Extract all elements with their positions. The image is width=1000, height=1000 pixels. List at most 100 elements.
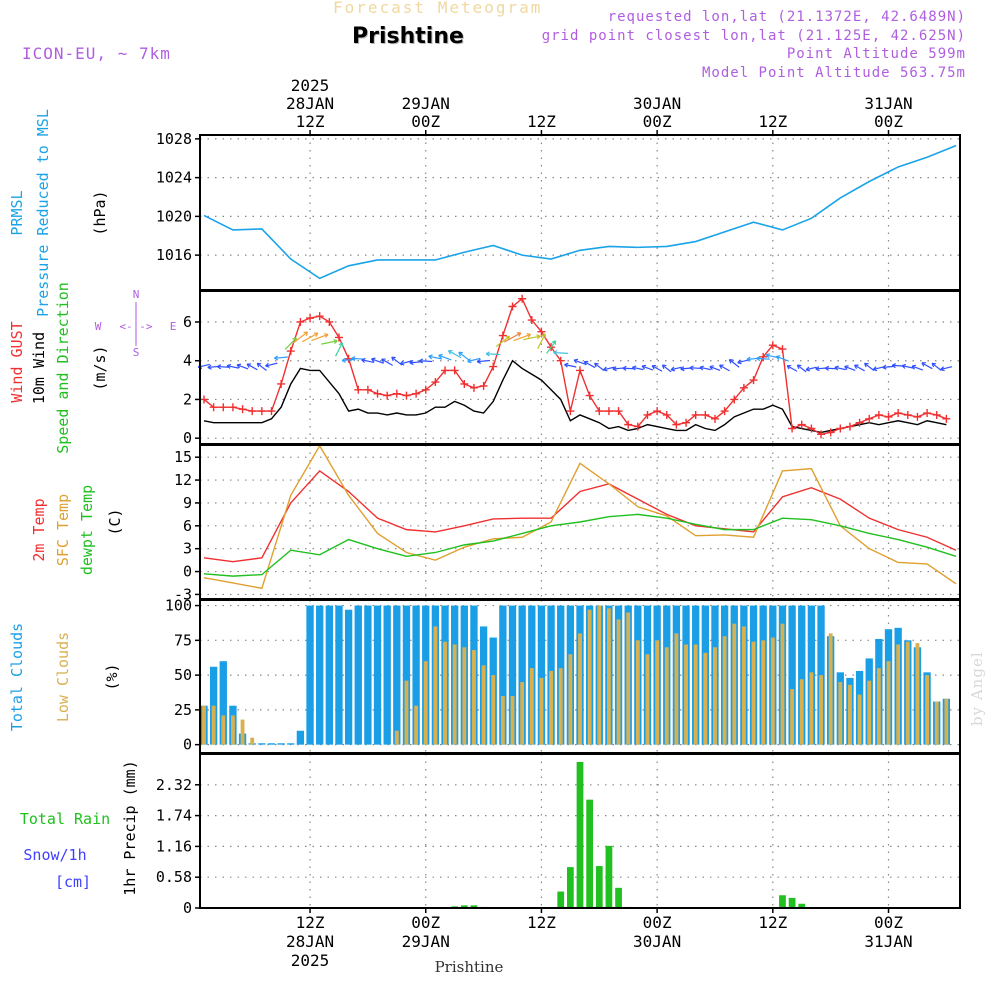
gust-marker — [691, 410, 700, 419]
y-tick-label: 6 — [183, 517, 192, 535]
y-tick-label: 0 — [183, 899, 192, 917]
compass-n: N — [133, 288, 140, 301]
wind-direction-arrow — [911, 365, 924, 371]
gust-marker — [315, 312, 324, 321]
wind-direction-arrow — [428, 355, 443, 360]
gust-marker — [672, 420, 681, 429]
y-tick-label: 0 — [183, 563, 192, 581]
gust-marker — [460, 379, 469, 388]
low-cloud-bar — [722, 636, 727, 745]
wind-gust-label: Wind GUST — [8, 321, 26, 402]
wind-arrow-head — [901, 363, 907, 369]
low-cloud-bar — [876, 668, 881, 745]
x-tick-label-bottom: 28JAN — [286, 932, 334, 951]
gust-marker — [200, 395, 208, 404]
snow-legend-label: Snow/1h — [23, 846, 86, 864]
low-cloud-bar — [819, 675, 823, 745]
low-cloud-bar — [606, 608, 611, 745]
gust-marker — [489, 362, 498, 371]
wind-direction-arrow — [284, 337, 297, 350]
gust-marker — [363, 385, 372, 394]
wind-direction-arrow — [594, 362, 605, 371]
low-cloud-bar — [230, 715, 235, 745]
wind-direction-arrow — [448, 350, 462, 359]
y-tick-label: 1.74 — [156, 807, 192, 825]
panel-frame — [199, 753, 961, 909]
grid-point-coordinates: grid point closest lon,lat (21.125E, 42.… — [541, 28, 966, 44]
gust-marker — [518, 294, 527, 303]
wind-arrow-head — [641, 364, 647, 370]
wind-direction-arrow — [940, 366, 953, 371]
gust-marker — [817, 430, 826, 439]
chart-title: Forecast Meteogram — [333, 0, 543, 17]
wind-arrow-head — [207, 364, 212, 370]
low-cloud-bar — [443, 641, 447, 745]
wind-direction-arrow — [371, 358, 384, 364]
wind-arrow-head — [775, 355, 781, 360]
wind-direction-arrow — [603, 366, 615, 371]
wind-arrow-head — [418, 358, 424, 364]
wind-direction-arrow — [391, 356, 403, 366]
low-cloud-bar — [404, 680, 409, 745]
low-cloud-bar — [655, 640, 660, 745]
low-cloud-bar — [934, 701, 939, 745]
total-cloud-bar — [788, 605, 796, 745]
wind-direction-arrow — [503, 332, 522, 343]
gust-marker — [450, 366, 459, 375]
x-tick-label-top: 28JAN — [286, 94, 334, 113]
total-cloud-bar — [508, 605, 517, 745]
gust-marker — [768, 341, 777, 350]
wind-arrow-head — [256, 362, 262, 368]
wind-direction-arrow — [486, 353, 501, 356]
wind-arrow-head — [485, 351, 490, 357]
wind-arrow-head — [516, 332, 522, 337]
y-tick-label: 0 — [183, 429, 192, 447]
wind-arrow-head — [428, 354, 433, 360]
wind-arrow-head — [371, 357, 376, 363]
wind-arrow-head — [573, 358, 579, 364]
wind-direction-arrow — [776, 355, 789, 362]
x-tick-label-bottom: 31JAN — [864, 932, 912, 951]
gust-marker — [527, 316, 536, 325]
y-tick-label: 1016 — [156, 246, 192, 264]
wind-arrow-head — [333, 338, 338, 345]
wind-arrow-head — [526, 333, 532, 338]
wind-arrow-head — [756, 356, 761, 362]
temp-2m-label: 2m Temp — [30, 498, 48, 561]
wind-direction-arrow — [321, 340, 338, 345]
x-tick-label-bottom: 12Z — [296, 913, 325, 932]
gust-marker — [788, 424, 797, 433]
low-cloud-bar — [240, 719, 245, 745]
low-cloud-bar — [925, 675, 930, 745]
low-cloud-bar — [539, 677, 544, 745]
wind-arrow-head — [274, 355, 279, 361]
low-cloud-bar — [732, 623, 737, 745]
x-tick-label-top: 2025 — [291, 76, 330, 95]
wind-arrow-head — [746, 356, 751, 362]
low-cloud-bar — [597, 605, 602, 745]
gust-marker — [807, 424, 816, 433]
wind-arrow-head — [399, 360, 405, 366]
x-tick-label-top: 29JAN — [402, 94, 450, 113]
y-tick-label: 25 — [174, 701, 192, 719]
wind-direction-arrow — [815, 367, 827, 370]
gust-marker — [556, 356, 565, 365]
wind-direction-arrow — [564, 363, 577, 368]
wind-arrow-head — [805, 366, 811, 372]
wind-direction-arrow — [641, 365, 654, 371]
wind-direction-arrow — [477, 359, 491, 363]
gust-marker — [334, 333, 343, 342]
wind-arrow-head — [409, 359, 414, 366]
y-tick-label: 12 — [174, 471, 192, 489]
x-tick-label-bottom: 12Z — [758, 913, 787, 932]
wind-direction-arrow — [670, 366, 682, 371]
low-cloud-bar — [915, 643, 920, 745]
gust-marker — [479, 381, 488, 390]
y-tick-label: 1024 — [156, 169, 192, 187]
total-cloud-bar — [316, 605, 324, 745]
panel-frame — [199, 134, 961, 291]
gust-marker — [296, 317, 305, 326]
wind-direction-arrow — [292, 331, 308, 344]
gust-marker — [566, 407, 575, 416]
y-tick-label: 15 — [174, 448, 192, 466]
